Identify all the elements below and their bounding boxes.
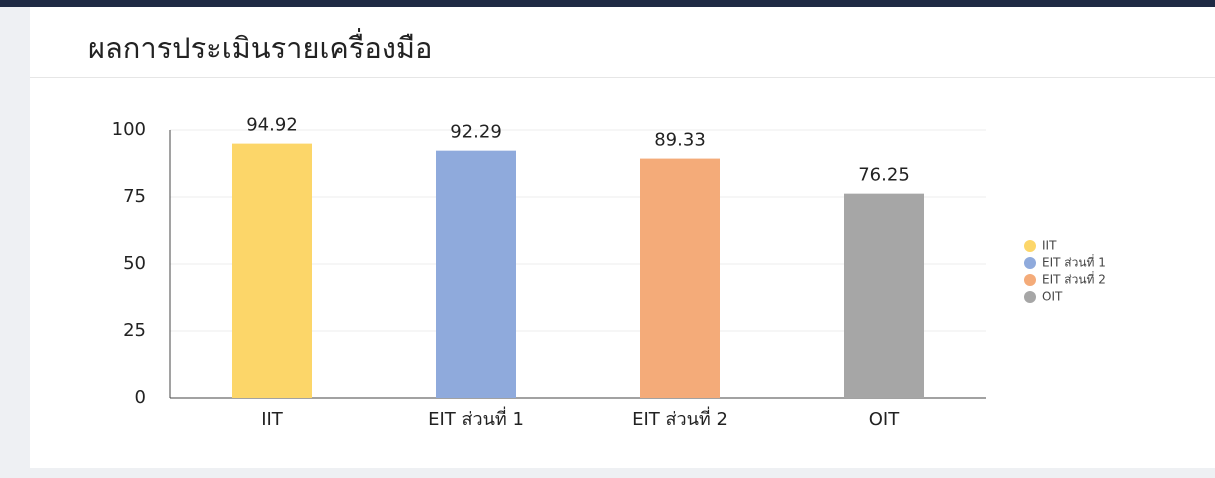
legend-swatch (1024, 240, 1036, 252)
legend-swatch (1024, 291, 1036, 303)
value-label: 94.92 (246, 115, 298, 136)
bar (844, 193, 924, 398)
x-tick-label: IIT (261, 409, 284, 430)
value-label: 92.29 (450, 122, 502, 143)
x-tick-label: OIT (869, 409, 900, 430)
legend-label: IIT (1042, 239, 1057, 253)
bar (232, 143, 312, 398)
card-title: ผลการประเมินรายเครื่องมือ (88, 31, 433, 65)
legend-label: OIT (1042, 290, 1063, 304)
y-tick-label: 100 (112, 119, 146, 140)
value-label: 89.33 (654, 130, 706, 151)
legend-swatch (1024, 274, 1036, 286)
legend-label: EIT ส่วนที่ 1 (1042, 254, 1106, 270)
y-tick-label: 25 (123, 320, 146, 341)
y-tick-label: 75 (123, 186, 146, 207)
x-tick-label: EIT ส่วนที่ 1 (428, 406, 524, 430)
legend-swatch (1024, 257, 1036, 269)
value-label: 76.25 (858, 165, 910, 186)
x-tick-label: EIT ส่วนที่ 2 (632, 406, 728, 430)
bar (640, 158, 720, 398)
top-bar (0, 0, 1215, 7)
card: ผลการประเมินรายเครื่องมือ (30, 7, 1215, 468)
y-tick-label: 0 (135, 387, 146, 408)
bar (436, 150, 516, 398)
legend-label: EIT ส่วนที่ 2 (1042, 271, 1106, 287)
y-tick-label: 50 (123, 253, 146, 274)
divider (30, 77, 1215, 78)
